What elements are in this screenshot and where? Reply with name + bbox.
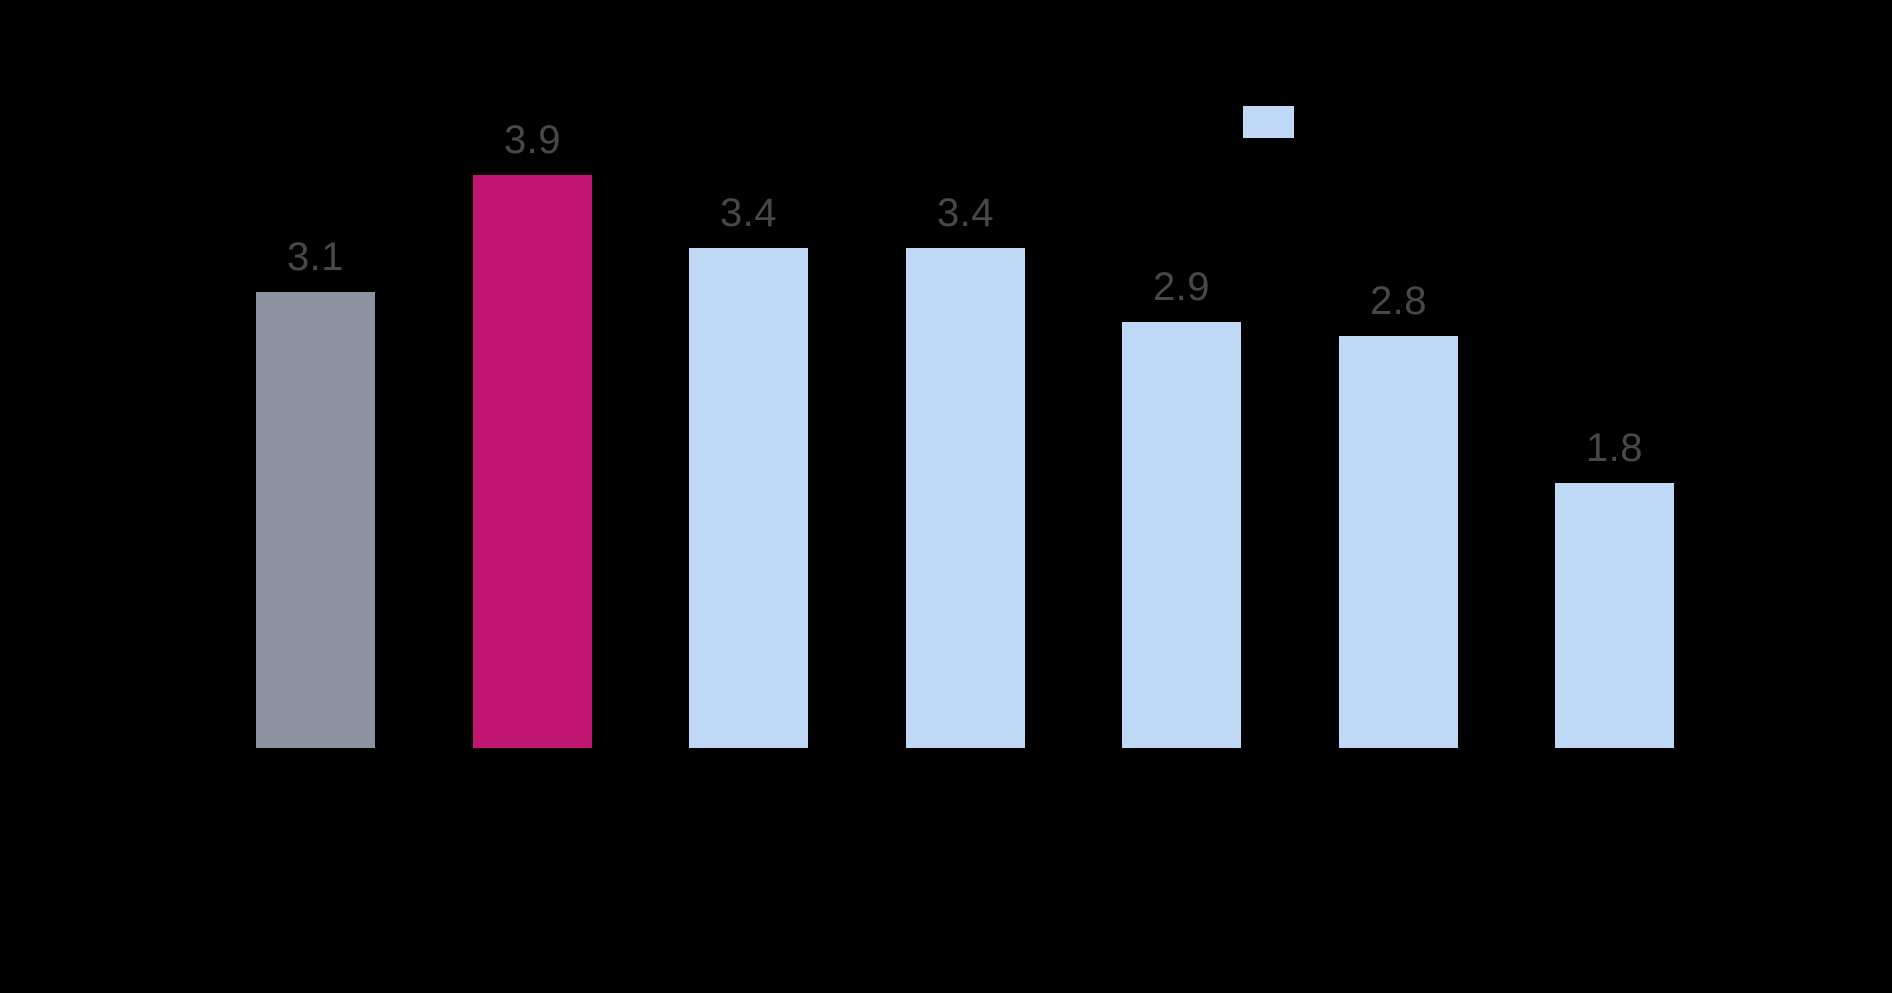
bar — [689, 248, 808, 748]
bar-value-label: 2.8 — [1369, 279, 1428, 323]
bar — [473, 175, 592, 748]
bar — [1122, 322, 1241, 748]
bar-value-label: 3.9 — [503, 118, 562, 162]
bar-value-label: 3.1 — [286, 235, 345, 279]
legend-swatch — [1243, 106, 1294, 138]
bar-value-label: 1.8 — [1585, 426, 1644, 470]
bar-value-label: 2.9 — [1152, 265, 1211, 309]
bar — [1555, 483, 1674, 748]
bar — [906, 248, 1025, 748]
bar — [1339, 336, 1458, 748]
bar-value-label: 3.4 — [719, 191, 778, 235]
bar-value-label: 3.4 — [936, 191, 995, 235]
bar — [256, 292, 375, 748]
